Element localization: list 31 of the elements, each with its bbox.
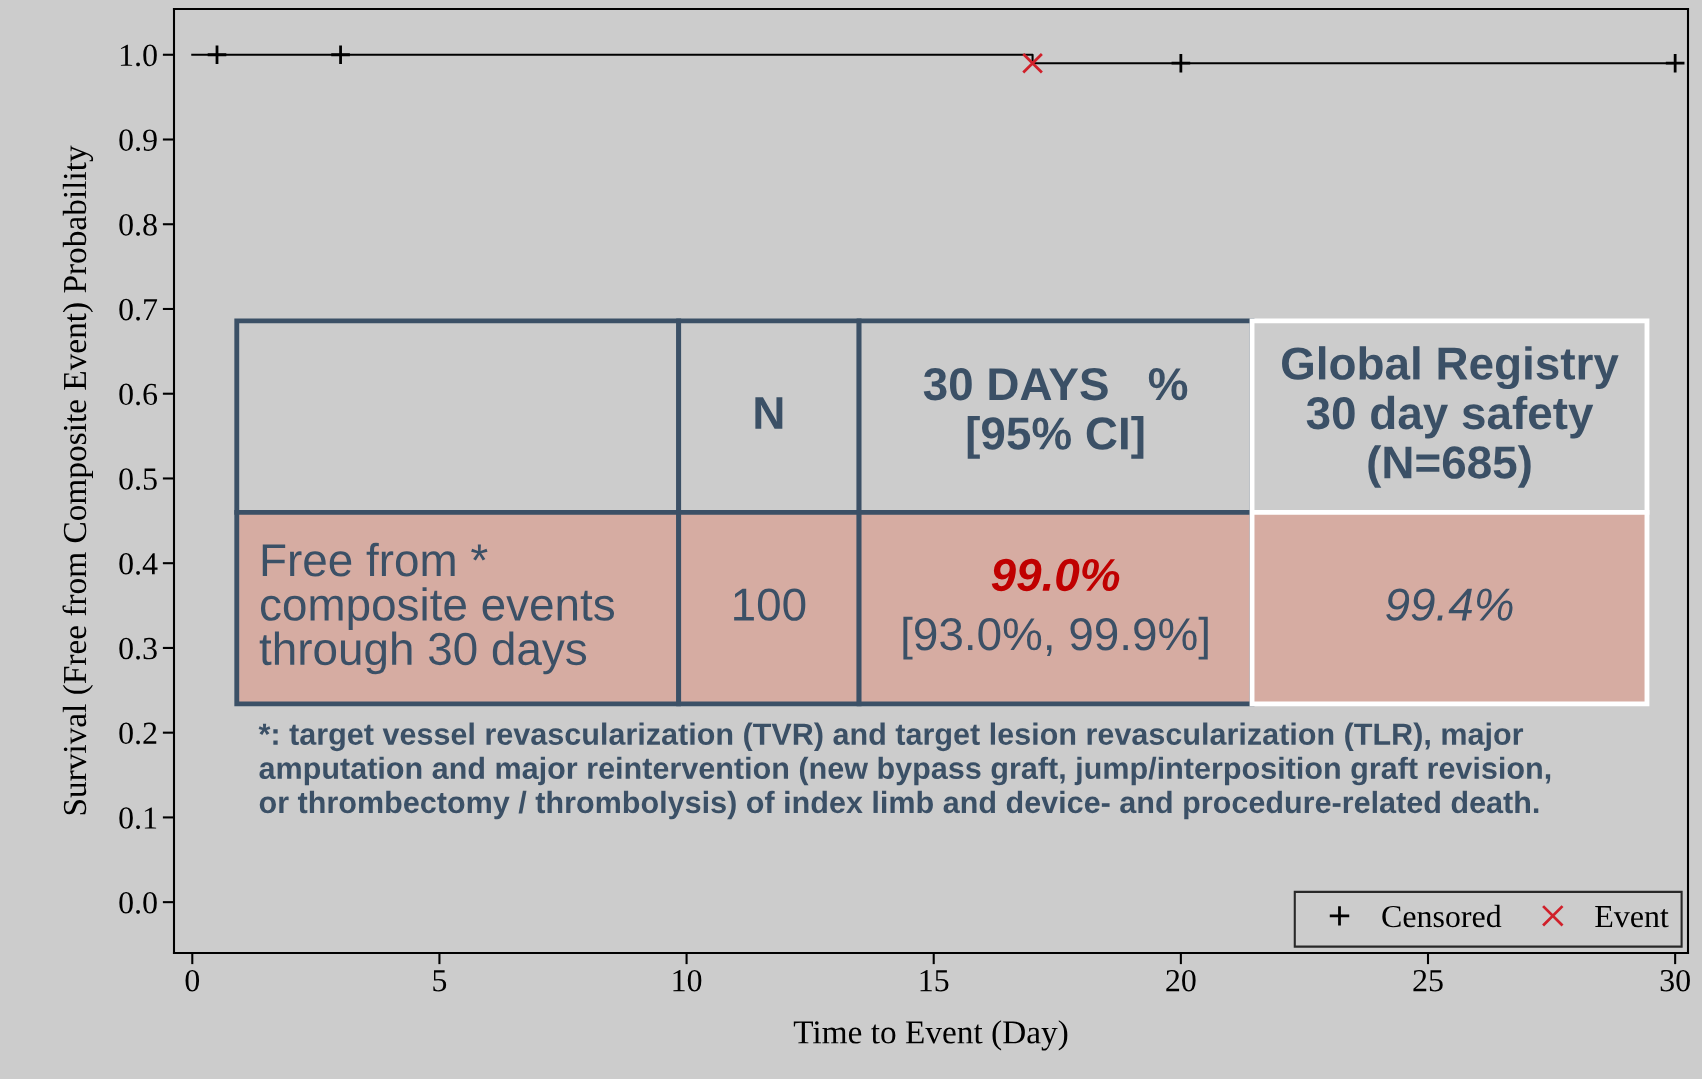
annotation: 99.0% <box>991 558 1120 592</box>
x-tick-label: 0 <box>185 969 200 992</box>
y-tick-label: 0.8 <box>119 214 157 236</box>
legend-label: Event <box>1595 906 1669 928</box>
x-tick-label: 25 <box>1413 969 1443 992</box>
y-tick-label: 0.7 <box>119 298 158 321</box>
y-axis-title: Survival (Free from Composite Event) Probability <box>62 145 94 815</box>
x-tick-label: 30 <box>1660 969 1690 992</box>
annotation: 30 DAYS % [95% CI] <box>923 367 1188 459</box>
y-tick-label: 0.9 <box>119 129 157 152</box>
x-tick-label: 20 <box>1166 969 1196 992</box>
y-tick-label: 0.1 <box>119 807 157 829</box>
y-tick-label: 0.4 <box>119 553 158 575</box>
y-tick-label: 0.6 <box>119 383 158 406</box>
annotation: Global Registry 30 day safety (N=685) <box>1282 346 1619 488</box>
annotation: Free from * composite events through 30 days <box>259 542 615 675</box>
annotation: 100 <box>734 588 806 621</box>
y-tick-label: 0.2 <box>119 722 157 745</box>
y-tick-label: 1.0 <box>120 44 157 67</box>
x-axis-title: Time to Event (Day) <box>793 1020 1068 1051</box>
y-tick-label: 0.5 <box>119 468 157 490</box>
y-tick-label: 0.3 <box>119 637 157 660</box>
legend-label: Censored <box>1382 904 1502 928</box>
x-tick-label: 5 <box>433 970 447 992</box>
x-tick-label: 15 <box>920 970 949 992</box>
annotation: 99.4% <box>1386 588 1513 621</box>
y-tick-label: 0.0 <box>119 892 157 914</box>
annotation: *: target vessel revascularization (TVR) and target lesion revascularization (TLR), major amputation and major reintervention (new bypass graft, jump/interposition graft revision, or thrombectomy / thrombolysis) of index limb and device- and procedure-related death. <box>258 722 1551 820</box>
annotation: N <box>755 397 783 429</box>
x-tick-label: 10 <box>673 969 702 992</box>
annotation: [93.0%, 99.9%] <box>903 616 1208 660</box>
